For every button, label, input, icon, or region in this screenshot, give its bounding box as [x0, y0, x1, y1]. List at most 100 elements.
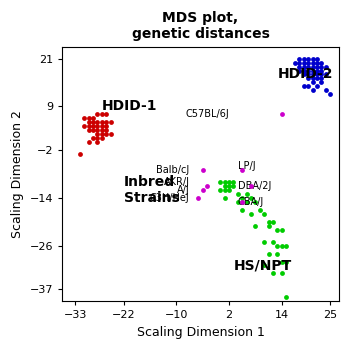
Point	[310, 88, 315, 93]
Point	[261, 211, 267, 217]
Point	[310, 72, 315, 77]
Point	[244, 199, 250, 205]
Point	[239, 195, 245, 201]
Text: C57BL/6J: C57BL/6J	[186, 109, 229, 119]
Point	[99, 119, 105, 125]
Point	[318, 68, 324, 73]
Point	[108, 131, 113, 137]
Point	[90, 124, 96, 129]
Point	[323, 88, 329, 93]
Text: C3H/HeJ: C3H/HeJ	[150, 193, 190, 203]
Point	[239, 167, 245, 173]
Point	[305, 56, 311, 61]
Point	[314, 56, 320, 61]
Point	[314, 72, 320, 77]
Point	[275, 227, 280, 232]
Point	[248, 195, 254, 201]
Point	[90, 119, 96, 125]
Point	[310, 64, 315, 69]
Point	[94, 119, 100, 125]
Point	[279, 259, 285, 264]
Point	[310, 56, 315, 61]
Point	[200, 187, 205, 193]
Point	[90, 127, 96, 133]
Point	[90, 135, 96, 141]
Point	[217, 179, 223, 185]
Point	[196, 195, 201, 201]
Point	[270, 239, 276, 244]
Point	[284, 295, 289, 300]
Point	[103, 119, 109, 125]
Point	[296, 64, 302, 69]
Point	[261, 263, 267, 268]
Point	[318, 76, 324, 81]
Point	[296, 60, 302, 65]
Point	[253, 199, 258, 205]
Text: LP/J: LP/J	[238, 161, 256, 171]
Point	[226, 187, 232, 193]
Point	[86, 124, 91, 129]
Point	[239, 207, 245, 212]
Point	[204, 183, 210, 189]
Text: Balb/cJ: Balb/cJ	[156, 165, 190, 175]
Point	[310, 76, 315, 81]
Point	[318, 80, 324, 85]
Point	[279, 243, 285, 248]
Point	[318, 64, 324, 69]
Point	[296, 68, 302, 73]
Point	[318, 60, 324, 65]
Point	[86, 139, 91, 145]
Point	[279, 112, 285, 117]
Point	[235, 191, 241, 197]
Point	[305, 76, 311, 81]
Point	[226, 179, 232, 185]
Point	[314, 84, 320, 89]
Point	[222, 195, 228, 201]
Point	[301, 64, 307, 69]
Point	[270, 271, 276, 276]
Point	[248, 183, 254, 189]
Point	[284, 243, 289, 248]
Point	[94, 139, 100, 145]
Point	[99, 135, 105, 141]
Point	[86, 116, 91, 121]
Point	[318, 72, 324, 77]
Point	[305, 72, 311, 77]
Point	[226, 183, 232, 189]
Point	[266, 223, 271, 229]
Point	[81, 116, 87, 121]
Text: DBA/2J: DBA/2J	[238, 181, 271, 191]
Point	[222, 187, 228, 193]
Point	[231, 179, 236, 185]
Point	[310, 80, 315, 85]
Point	[94, 127, 100, 133]
Point	[222, 183, 228, 189]
Point	[103, 112, 109, 117]
Point	[323, 72, 329, 77]
Text: CBA/J: CBA/J	[238, 197, 264, 207]
Point	[99, 127, 105, 133]
Text: HDID-2: HDID-2	[278, 68, 333, 82]
Point	[301, 84, 307, 89]
Text: HDID-1: HDID-1	[102, 99, 157, 113]
Point	[301, 72, 307, 77]
Point	[217, 187, 223, 193]
Point	[235, 199, 241, 205]
Point	[314, 68, 320, 73]
Point	[314, 60, 320, 65]
Point	[305, 84, 311, 89]
Point	[99, 131, 105, 137]
Point	[323, 64, 329, 69]
Point	[310, 68, 315, 73]
Point	[86, 119, 91, 125]
Point	[253, 223, 258, 229]
Point	[222, 179, 228, 185]
Point	[103, 131, 109, 137]
Point	[94, 135, 100, 141]
Point	[314, 76, 320, 81]
Point	[99, 124, 105, 129]
Point	[266, 219, 271, 224]
Point	[239, 199, 245, 205]
Title: MDS plot,
genetic distances: MDS plot, genetic distances	[132, 11, 270, 41]
Point	[305, 60, 311, 65]
